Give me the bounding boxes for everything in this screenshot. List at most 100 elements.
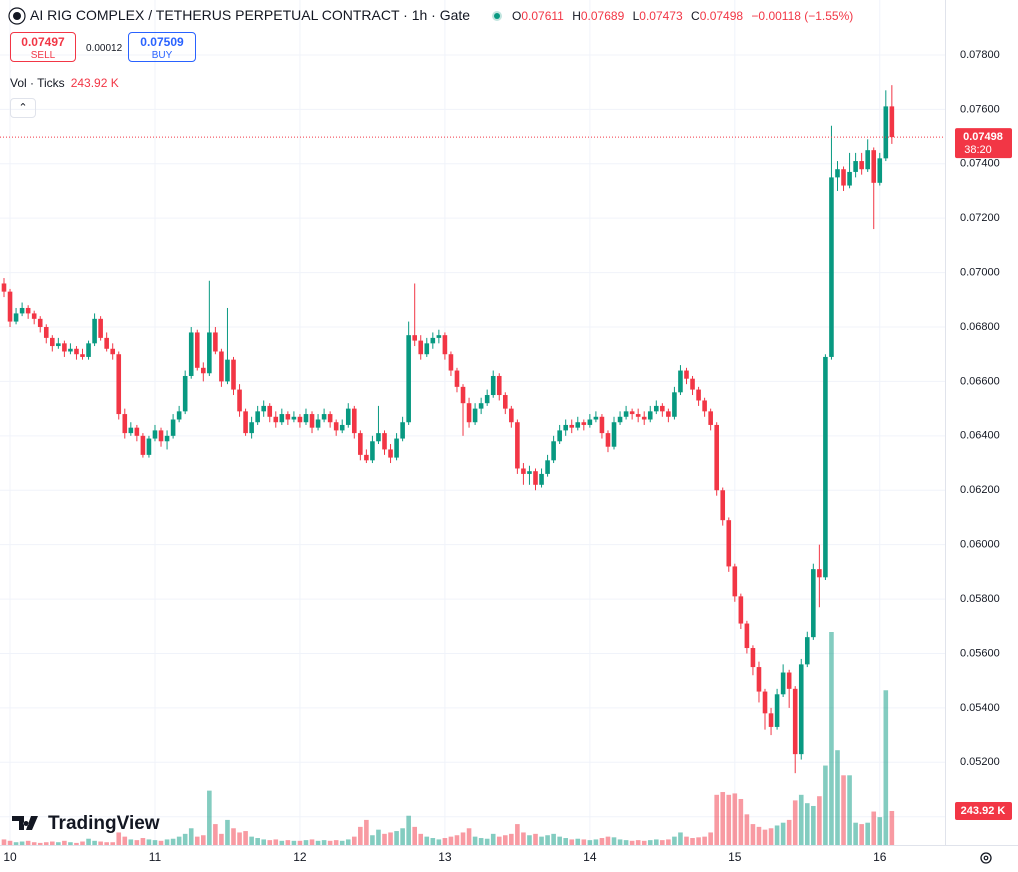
candle-body	[587, 419, 593, 425]
candle-body	[19, 307, 25, 314]
volume-bar	[412, 826, 417, 845]
candle-body	[502, 395, 508, 409]
y-tick-label: 0.06400	[960, 430, 1000, 442]
symbol-dot	[13, 12, 21, 20]
candle-body	[279, 414, 285, 423]
volume-bar	[388, 832, 393, 845]
sell-button[interactable]: 0.07497 SELL	[10, 32, 76, 62]
candle-body	[303, 414, 309, 423]
ohlc-label: H	[572, 9, 581, 23]
candle-body	[412, 335, 417, 341]
ohlc-value: 0.07473	[639, 9, 683, 23]
volume-bar	[889, 810, 895, 845]
volume-bar	[400, 828, 405, 845]
candle-body	[738, 596, 744, 624]
candle-body	[460, 386, 466, 404]
buy-button[interactable]: 0.07509 BUY	[128, 32, 196, 62]
volume-bar	[605, 836, 611, 845]
candle-body	[647, 411, 653, 420]
buy-price: 0.07509	[140, 35, 184, 49]
volume-bar	[738, 798, 744, 845]
volume-bar	[587, 840, 593, 845]
volume-bar	[68, 842, 73, 845]
spread: 0.00012	[86, 43, 123, 54]
candle-body	[345, 408, 351, 425]
candle-body	[774, 694, 780, 727]
candle-body	[339, 424, 345, 431]
volume-bar	[140, 838, 146, 845]
candle-body	[599, 416, 605, 434]
candle-body	[605, 433, 611, 447]
volume-bar	[798, 794, 804, 845]
volume-bar	[660, 840, 665, 845]
volume-bar	[7, 840, 13, 845]
countdown: 38:20	[964, 144, 992, 156]
volume-bar	[575, 838, 581, 845]
price-change: −0.00118 (−1.55%)	[751, 9, 854, 23]
volume-bar	[345, 839, 351, 845]
volume-bar	[490, 833, 496, 845]
candle-body	[376, 433, 381, 442]
volume-bar	[182, 833, 188, 845]
volume-bar	[653, 839, 659, 845]
candle-body	[273, 416, 279, 423]
y-tick-label: 0.06200	[960, 484, 1000, 496]
volume-bar	[110, 842, 116, 845]
volume-bar	[31, 842, 37, 845]
candle-body	[472, 408, 478, 423]
y-tick-label: 0.07000	[960, 267, 1000, 279]
volume-bar	[708, 832, 713, 845]
candle-body	[533, 471, 538, 485]
candle-body	[666, 411, 671, 417]
volume-bar	[219, 833, 224, 845]
candle-body	[792, 688, 798, 755]
candle-body	[370, 441, 375, 461]
buy-label: BUY	[151, 50, 173, 61]
candle-body	[835, 169, 840, 178]
candle-body	[629, 411, 635, 415]
sell-price: 0.07497	[21, 35, 65, 49]
candle-body	[714, 424, 719, 491]
volume-bar	[666, 839, 671, 845]
volume-bar	[792, 800, 798, 845]
candle-body	[213, 332, 218, 352]
candle-body	[110, 348, 116, 355]
settings-button[interactable]	[980, 852, 992, 864]
volume-bar	[351, 836, 357, 845]
volume-bar	[255, 838, 260, 845]
candle-body	[817, 569, 822, 578]
ohlc-label: O	[512, 9, 522, 23]
settings-icon-core	[983, 855, 989, 861]
candle-body	[726, 520, 732, 567]
collapse-button[interactable]: ⌃	[10, 98, 36, 118]
candle-body	[509, 408, 514, 423]
candle-body	[309, 414, 315, 428]
ohlc-label: C	[691, 9, 700, 23]
candle-body	[164, 435, 170, 442]
volume-bar	[225, 819, 230, 845]
candle-body	[98, 318, 103, 338]
candle-body	[86, 343, 91, 357]
volume-bar	[213, 824, 218, 845]
candle-body	[436, 335, 442, 338]
volume-bar	[50, 841, 55, 845]
volume-value: 243.92 K	[70, 76, 119, 90]
volume-bar	[25, 840, 31, 845]
candle-body	[364, 454, 369, 461]
candle-body	[798, 664, 804, 755]
candle-body	[315, 419, 321, 428]
volume-bar	[279, 840, 285, 845]
candles	[1, 85, 895, 774]
candle-body	[285, 414, 291, 420]
volume-bar	[641, 840, 647, 845]
volume-bar	[80, 841, 85, 845]
candle-body	[563, 424, 568, 431]
candle-body	[557, 430, 562, 442]
volume-bar	[249, 836, 254, 845]
candle-body	[1, 283, 7, 292]
settings-icon[interactable]	[980, 852, 992, 864]
candle-body	[889, 106, 895, 138]
candle-body	[660, 405, 665, 412]
candle-body	[50, 337, 55, 347]
